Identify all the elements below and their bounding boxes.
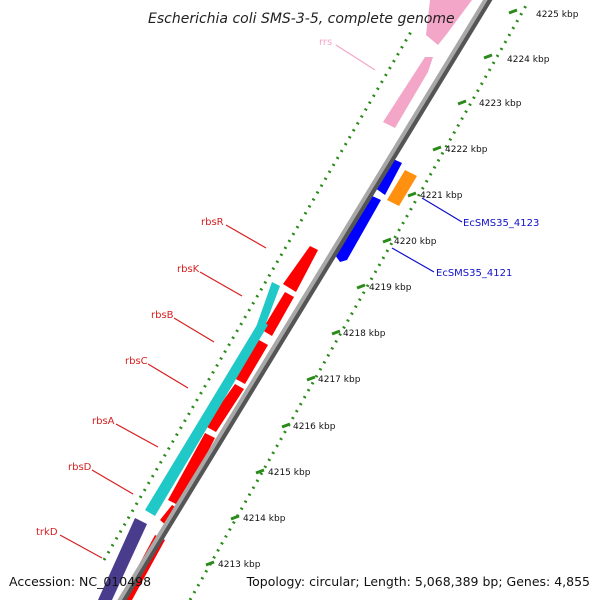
feature-ecsms35-4122[interactable]: [375, 158, 402, 195]
gene-label-rbsC[interactable]: rbsC: [125, 356, 148, 367]
tick-mark: [331, 329, 341, 336]
tick-mark: [432, 145, 442, 152]
feature-rbsB[interactable]: [234, 340, 268, 384]
tick-label-4222: 4222 kbp: [445, 145, 488, 155]
leader-lines: [59, 44, 463, 559]
tick-label-4220: 4220 kbp: [394, 237, 437, 247]
leader-ecsms35-4121: [391, 247, 435, 273]
gene-label-rbsR[interactable]: rbsR: [201, 217, 224, 228]
gene-labels: rrs rbsR rbsK rbsB rbsC rbsA rbsD trkD E…: [36, 37, 539, 538]
leader-ecsms35-4123: [421, 197, 463, 223]
feature-rbsB-cyan[interactable]: [145, 320, 268, 516]
feature-trkD[interactable]: [98, 518, 147, 600]
gene-label-ecsms35-4121[interactable]: EcSMS35_4121: [436, 268, 512, 279]
feature-rbsK[interactable]: [262, 292, 294, 336]
tick-mark: [457, 99, 467, 106]
tick-label-4214: 4214 kbp: [243, 514, 286, 524]
leader-rbsA: [115, 423, 159, 448]
backbone-line: [117, 0, 488, 600]
tick-marks: [205, 8, 518, 567]
tick-mark: [306, 375, 316, 382]
tick-mark: [483, 53, 493, 60]
feature-rrs[interactable]: [383, 57, 433, 128]
gene-label-trkD[interactable]: trkD: [36, 527, 58, 538]
leader-rrs: [335, 44, 376, 71]
gene-label-rbsK[interactable]: rbsK: [177, 264, 200, 275]
tick-label-4218: 4218 kbp: [343, 329, 386, 339]
leader-rbsC: [147, 363, 189, 389]
backbone: [117, 0, 493, 600]
tick-mark: [356, 283, 366, 290]
gene-label-ecsms35-4123[interactable]: EcSMS35_4123: [463, 218, 539, 229]
accession-text: Accession: NC_010498: [9, 574, 151, 589]
tick-label-4215: 4215 kbp: [268, 468, 311, 478]
gc-dots-outer: [188, 1, 530, 600]
feature-rbsC[interactable]: [205, 384, 244, 432]
tick-label-4225: 4225 kbp: [536, 10, 579, 20]
tick-label-4221: 4221 kbp: [420, 191, 463, 201]
tick-label-4213: 4213 kbp: [218, 560, 261, 570]
gene-label-rbsA[interactable]: rbsA: [92, 416, 115, 427]
tick-label-4216: 4216 kbp: [293, 422, 336, 432]
features: [98, 0, 472, 600]
feature-ecsms35-4123[interactable]: [387, 170, 417, 206]
tick-mark: [205, 560, 215, 567]
topology-summary: Topology: circular; Length: 5,068,389 bp…: [246, 574, 590, 589]
gene-label-rbsD[interactable]: rbsD: [68, 462, 92, 473]
feature-rbsR[interactable]: [283, 246, 318, 292]
leader-trkD: [59, 534, 103, 559]
tick-mark: [382, 237, 392, 244]
feature-rbsA[interactable]: [168, 433, 215, 506]
feature-rrs-upper[interactable]: [426, 0, 472, 45]
gene-label-rbsB[interactable]: rbsB: [151, 310, 174, 321]
backbone-shadow: [118, 0, 493, 600]
leader-rbsB: [173, 317, 215, 343]
leader-rbsD: [91, 469, 134, 495]
tick-label-4219: 4219 kbp: [369, 283, 412, 293]
tick-mark: [255, 468, 265, 475]
gene-label-rrs[interactable]: rrs: [319, 37, 332, 48]
leader-rbsK: [199, 271, 243, 297]
map-title: Escherichia coli SMS-3-5, complete genom…: [148, 11, 455, 27]
tick-label-4217: 4217 kbp: [318, 375, 361, 385]
tick-label-4223: 4223 kbp: [479, 99, 522, 109]
tick-labels: 4213 kbp 4214 kbp 4215 kbp 4216 kbp 4217…: [218, 10, 579, 570]
tick-mark: [508, 8, 518, 15]
tick-mark: [407, 191, 417, 198]
leader-rbsR: [225, 224, 267, 249]
tick-mark: [230, 514, 240, 521]
tick-label-4224: 4224 kbp: [507, 55, 550, 65]
feature-ecsms35-4121[interactable]: [335, 195, 381, 262]
gc-track: [102, 1, 530, 600]
tick-mark: [281, 422, 291, 429]
